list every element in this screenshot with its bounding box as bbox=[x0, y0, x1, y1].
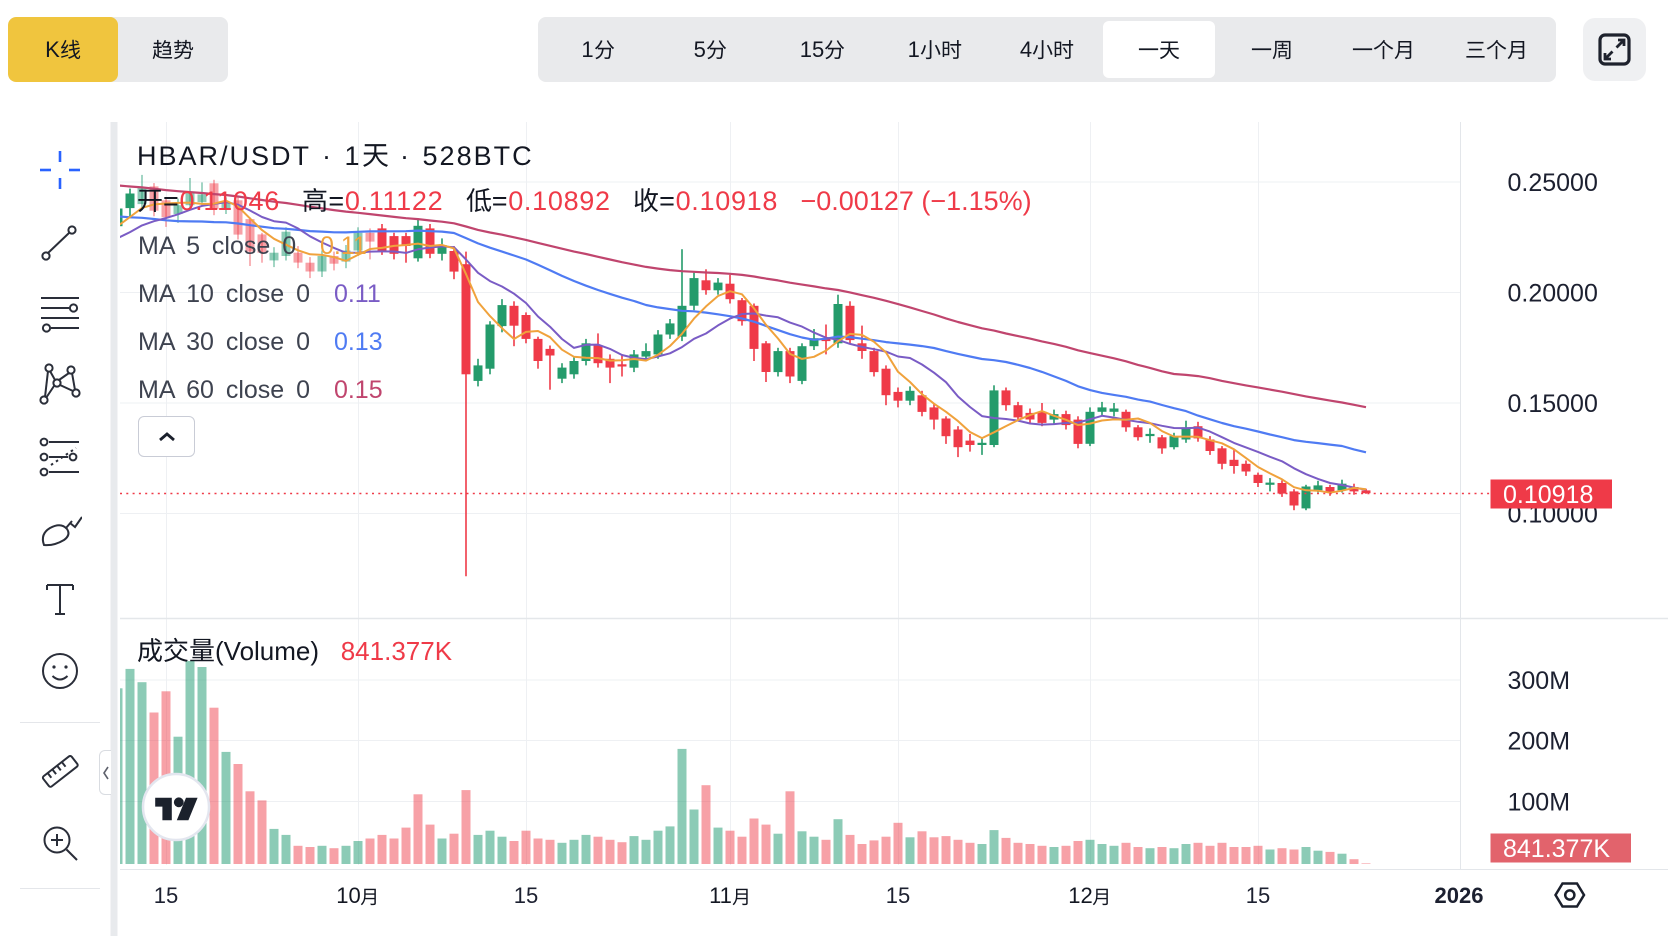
svg-text:15: 15 bbox=[514, 883, 538, 908]
svg-text:0.15000: 0.15000 bbox=[1508, 390, 1598, 418]
svg-text:200M: 200M bbox=[1508, 728, 1571, 756]
svg-text:841.377K: 841.377K bbox=[1503, 835, 1610, 863]
svg-text:0.20000: 0.20000 bbox=[1508, 280, 1598, 308]
svg-text:100M: 100M bbox=[1508, 789, 1571, 817]
svg-text:15: 15 bbox=[154, 883, 178, 908]
svg-text:2026: 2026 bbox=[1435, 883, 1484, 908]
svg-text:0.25000: 0.25000 bbox=[1508, 169, 1598, 197]
svg-text:15: 15 bbox=[886, 883, 910, 908]
svg-text:15: 15 bbox=[1246, 883, 1270, 908]
svg-text:300M: 300M bbox=[1508, 667, 1571, 695]
svg-text:0.10918: 0.10918 bbox=[1503, 481, 1593, 509]
